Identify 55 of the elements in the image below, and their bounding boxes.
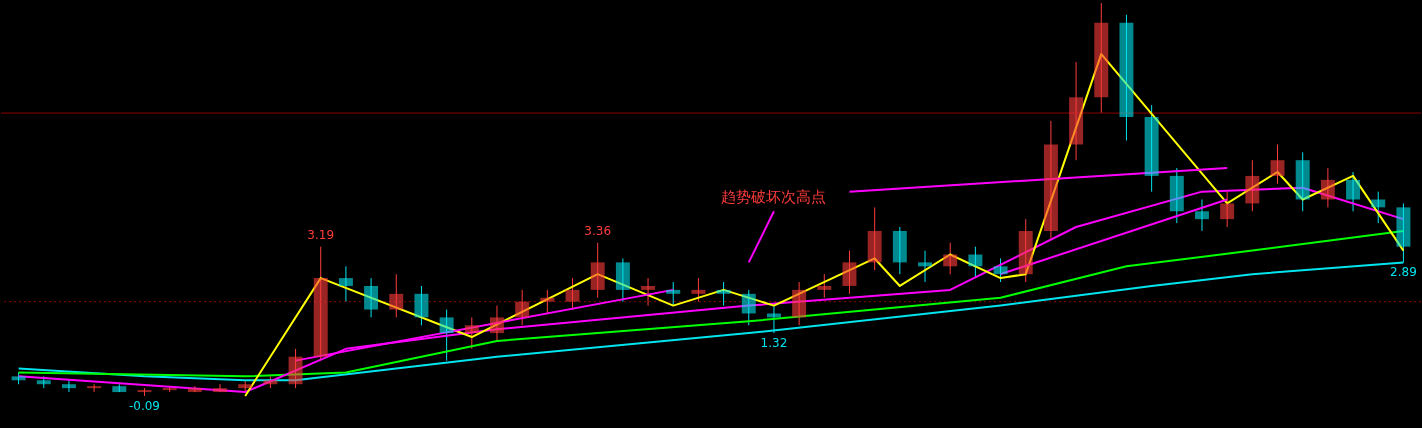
candlestick [615,257,630,303]
candlestick [691,277,706,303]
candlestick [892,226,907,275]
candlestick [1346,171,1361,212]
candlestick [338,265,353,303]
candlestick [87,383,102,393]
candlestick [1295,151,1310,212]
candlestick [641,277,656,307]
candlestick [943,242,958,275]
candlestick [842,250,857,295]
candlestick [490,305,504,342]
candlestick [464,316,479,350]
candlestick [792,281,807,326]
candlestick [565,277,580,311]
candlestick [918,250,932,283]
candlestick [1195,199,1209,232]
candlestick [716,281,731,307]
candlestick [364,277,379,318]
candlestick [1144,104,1159,193]
candlestick [1069,61,1084,161]
candlestick [288,348,303,389]
candlestick [1245,159,1260,212]
candlestick [1094,2,1109,114]
candlestick [1169,167,1184,224]
candlestick [137,387,152,397]
candlestick [817,273,832,299]
candlestick [61,379,76,393]
candlestick [1320,167,1335,208]
candlestick [741,289,756,326]
candlestick [1043,120,1058,240]
candlestick [112,383,127,393]
text: -0.09 [128,399,161,413]
candlestick [867,206,882,271]
candlestick [666,281,681,307]
text: 3.19 [307,227,335,242]
text: 2.89 [1390,265,1417,280]
candlestick [540,289,555,314]
candlestick [414,285,429,326]
text: 3.36 [584,223,612,238]
candlestick [590,242,605,299]
candlestick [11,371,26,385]
candlestick [1018,218,1033,283]
candlestick [313,246,328,362]
candlestick [515,289,530,326]
annotation: 趋势破坏次高点 [721,188,827,207]
candlestick [993,257,1008,283]
candlestick [968,246,983,279]
candlestick [389,273,404,318]
candlestick [439,309,454,362]
candlestick [766,305,781,334]
candlestick [1119,14,1134,142]
text: 1.32 [760,336,788,351]
candlestick [1270,143,1285,185]
candlestick [1220,191,1235,228]
candlestick [213,383,227,393]
